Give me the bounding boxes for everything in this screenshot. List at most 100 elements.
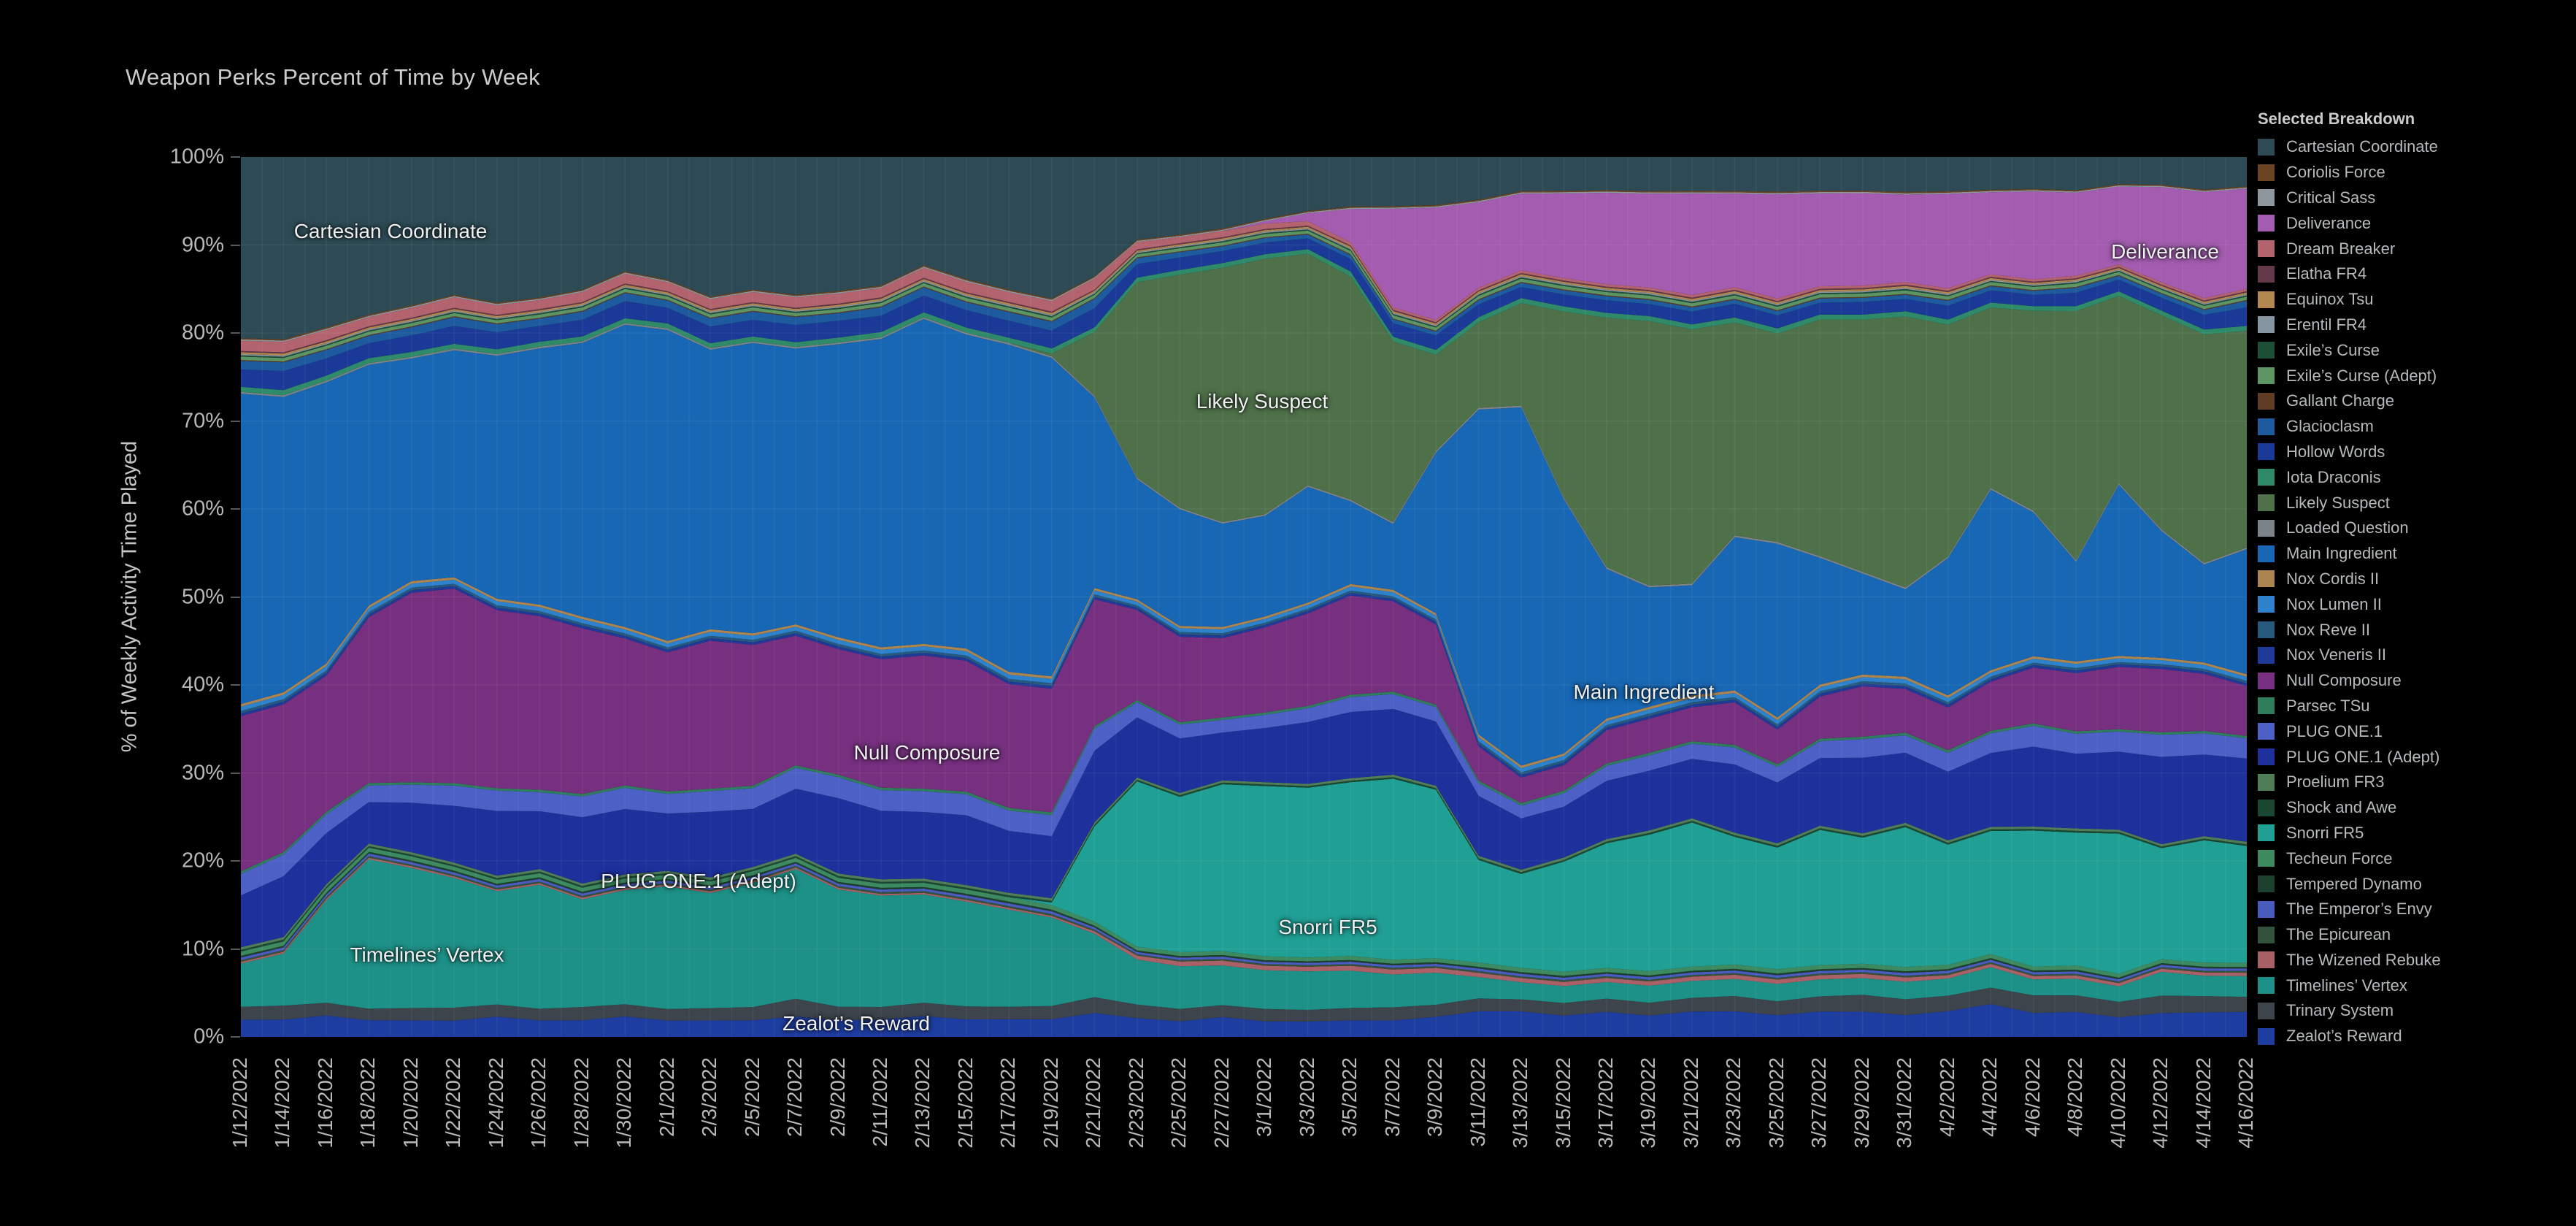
legend-item-glacioclasm[interactable]: Glacioclasm — [2258, 414, 2441, 440]
legend-item-the-wizened-rebuke[interactable]: The Wizened Rebuke — [2258, 948, 2441, 973]
legend-items: Cartesian Coordinate Coriolis Force Critic… — [2258, 134, 2441, 1049]
series-area-elatha-fr4[interactable] — [241, 226, 2247, 354]
series-area-plug-one-1-adept[interactable] — [241, 708, 2247, 948]
legend-item-main-ingredient[interactable]: Main Ingredient — [2258, 541, 2441, 567]
series-area-exile-s-curse-adept[interactable] — [241, 230, 2247, 361]
x-tick-label: 1/12/2022 — [228, 1057, 251, 1149]
legend-item-elatha-fr4[interactable]: Elatha FR4 — [2258, 261, 2441, 287]
x-tick-label: 3/31/2022 — [1893, 1057, 1916, 1149]
series-area-equinox-tsu[interactable] — [241, 226, 2247, 356]
x-tick-label: 1/14/2022 — [271, 1057, 294, 1149]
legend-swatch-icon — [2258, 951, 2275, 969]
legend-swatch-icon — [2258, 596, 2275, 613]
legend-swatch-icon — [2258, 697, 2275, 715]
legend-item-deliverance[interactable]: Deliverance — [2258, 210, 2441, 236]
legend-item-hollow-words[interactable]: Hollow Words — [2258, 440, 2441, 465]
x-tick-label: 3/11/2022 — [1466, 1057, 1489, 1147]
x-tick-label: 4/6/2022 — [2021, 1057, 2044, 1137]
legend-item-timelines-vertex[interactable]: Timelines’ Vertex — [2258, 973, 2441, 998]
legend-item-nox-reve-ii[interactable]: Nox Reve II — [2258, 617, 2441, 643]
legend-swatch-icon — [2258, 392, 2275, 410]
legend-swatch-icon — [2258, 900, 2275, 918]
legend-item-label: Snorri FR5 — [2286, 823, 2364, 842]
series-area-gallant-charge[interactable] — [241, 234, 2247, 363]
legend-item-techeun-force[interactable]: Techeun Force — [2258, 846, 2441, 871]
legend-item-coriolis-force[interactable]: Coriolis Force — [2258, 160, 2441, 185]
legend-item-snorri-fr5[interactable]: Snorri FR5 — [2258, 821, 2441, 846]
legend-item-plug-one-1[interactable]: PLUG ONE.1 — [2258, 719, 2441, 744]
x-tick-label: 1/28/2022 — [569, 1057, 593, 1149]
series-area-erentil-fr4[interactable] — [241, 228, 2247, 357]
legend-item-label: Tempered Dynamo — [2286, 874, 2422, 893]
legend-item-tempered-dynamo[interactable]: Tempered Dynamo — [2258, 871, 2441, 897]
legend-item-iota-draconis[interactable]: Iota Draconis — [2258, 464, 2441, 490]
stacked-area-chart[interactable] — [241, 157, 2247, 1037]
legend-item-loaded-question[interactable]: Loaded Question — [2258, 516, 2441, 541]
legend-item-the-emperor-s-envy[interactable]: The Emperor’s Envy — [2258, 897, 2441, 922]
legend-swatch-icon — [2258, 240, 2275, 258]
legend-item-gallant-charge[interactable]: Gallant Charge — [2258, 388, 2441, 414]
series-area-zealot-s-reward[interactable] — [241, 1004, 2247, 1037]
legend-item-erentil-fr4[interactable]: Erentil FR4 — [2258, 313, 2441, 338]
series-area-likely-suspect[interactable] — [241, 253, 2247, 588]
series-area-plug-one-1[interactable] — [241, 694, 2247, 896]
legend-item-exile-s-curse[interactable]: Exile’s Curse — [2258, 337, 2441, 363]
series-area-timelines-vertex[interactable] — [241, 859, 2247, 1010]
legend-swatch-icon — [2258, 291, 2275, 308]
series-label-cartesian-coordinate: Cartesian Coordinate — [293, 220, 488, 242]
legend-item-trinary-system[interactable]: Trinary System — [2258, 998, 2441, 1024]
series-area-trinary-system[interactable] — [241, 987, 2247, 1022]
legend-item-nox-veneris-ii[interactable]: Nox Veneris II — [2258, 643, 2441, 668]
x-tick-label: 3/3/2022 — [1295, 1057, 1318, 1137]
legend-item-proelium-fr3[interactable]: Proelium FR3 — [2258, 770, 2441, 795]
series-area-deliverance[interactable] — [241, 186, 2247, 342]
legend-item-label: Main Ingredient — [2286, 544, 2397, 563]
x-tick-label: 2/21/2022 — [1082, 1057, 1105, 1149]
legend-swatch-icon — [2258, 748, 2275, 766]
legend-item-the-epicurean[interactable]: The Epicurean — [2258, 922, 2441, 948]
plot-area[interactable]: Cartesian Coordinate Deliverance Likely Su… — [241, 157, 2247, 1037]
series-area-null-composure[interactable] — [241, 589, 2247, 872]
legend-item-parsec-tsu[interactable]: Parsec TSu — [2258, 694, 2441, 719]
legend-item-shock-and-awe[interactable]: Shock and Awe — [2258, 795, 2441, 821]
legend-item-dream-breaker[interactable]: Dream Breaker — [2258, 236, 2441, 261]
series-area-exile-s-curse[interactable] — [241, 229, 2247, 359]
series-area-cartesian-coordinate[interactable] — [241, 157, 2247, 340]
legend-item-exile-s-curse-adept[interactable]: Exile’s Curse (Adept) — [2258, 363, 2441, 388]
legend-item-label: Nox Veneris II — [2286, 645, 2386, 664]
legend-swatch-icon — [2258, 265, 2275, 283]
legend-item-label: Deliverance — [2286, 213, 2372, 232]
series-area-glacioclasm[interactable] — [241, 234, 2247, 372]
legend-item-null-composure[interactable]: Null Composure — [2258, 668, 2441, 694]
legend-item-nox-lumen-ii[interactable]: Nox Lumen II — [2258, 591, 2441, 617]
series-label-likely-suspect: Likely Suspect — [1196, 390, 1329, 413]
legend-swatch-icon — [2258, 621, 2275, 639]
legend-item-label: Nox Cordis II — [2286, 569, 2380, 588]
legend-item-plug-one-1-adept[interactable]: PLUG ONE.1 (Adept) — [2258, 744, 2441, 770]
series-area-dream-breaker[interactable] — [241, 221, 2247, 353]
legend-swatch-icon — [2258, 367, 2275, 385]
legend: Selected Breakdown Cartesian Coordinate C… — [2258, 110, 2441, 1049]
legend-item-label: Gallant Charge — [2286, 391, 2394, 410]
legend-item-likely-suspect[interactable]: Likely Suspect — [2258, 490, 2441, 516]
x-tick-label: 3/25/2022 — [1764, 1057, 1788, 1149]
series-area-snorri-fr5[interactable] — [241, 778, 2247, 974]
legend-item-label: Dream Breaker — [2286, 239, 2396, 258]
legend-item-equinox-tsu[interactable]: Equinox Tsu — [2258, 287, 2441, 313]
legend-swatch-icon — [2258, 977, 2275, 995]
legend-item-cartesian-coordinate[interactable]: Cartesian Coordinate — [2258, 134, 2441, 160]
y-tick-label: 50% — [181, 585, 224, 608]
legend-item-nox-cordis-ii[interactable]: Nox Cordis II — [2258, 567, 2441, 592]
legend-swatch-icon — [2258, 1027, 2275, 1045]
series-area-iota-draconis[interactable] — [241, 249, 2247, 396]
legend-item-zealot-s-reward[interactable]: Zealot’s Reward — [2258, 1024, 2441, 1049]
chart-title: Weapon Perks Percent of Time by Week — [126, 64, 540, 90]
series-area-hollow-words[interactable] — [241, 238, 2247, 391]
x-tick-label: 3/5/2022 — [1338, 1057, 1361, 1137]
legend-item-label: The Epicurean — [2286, 925, 2391, 944]
x-tick-label: 2/25/2022 — [1167, 1057, 1191, 1149]
series-area-main-ingredient[interactable] — [241, 318, 2247, 766]
legend-item-critical-sass[interactable]: Critical Sass — [2258, 185, 2441, 211]
x-tick-label: 2/27/2022 — [1210, 1057, 1233, 1149]
